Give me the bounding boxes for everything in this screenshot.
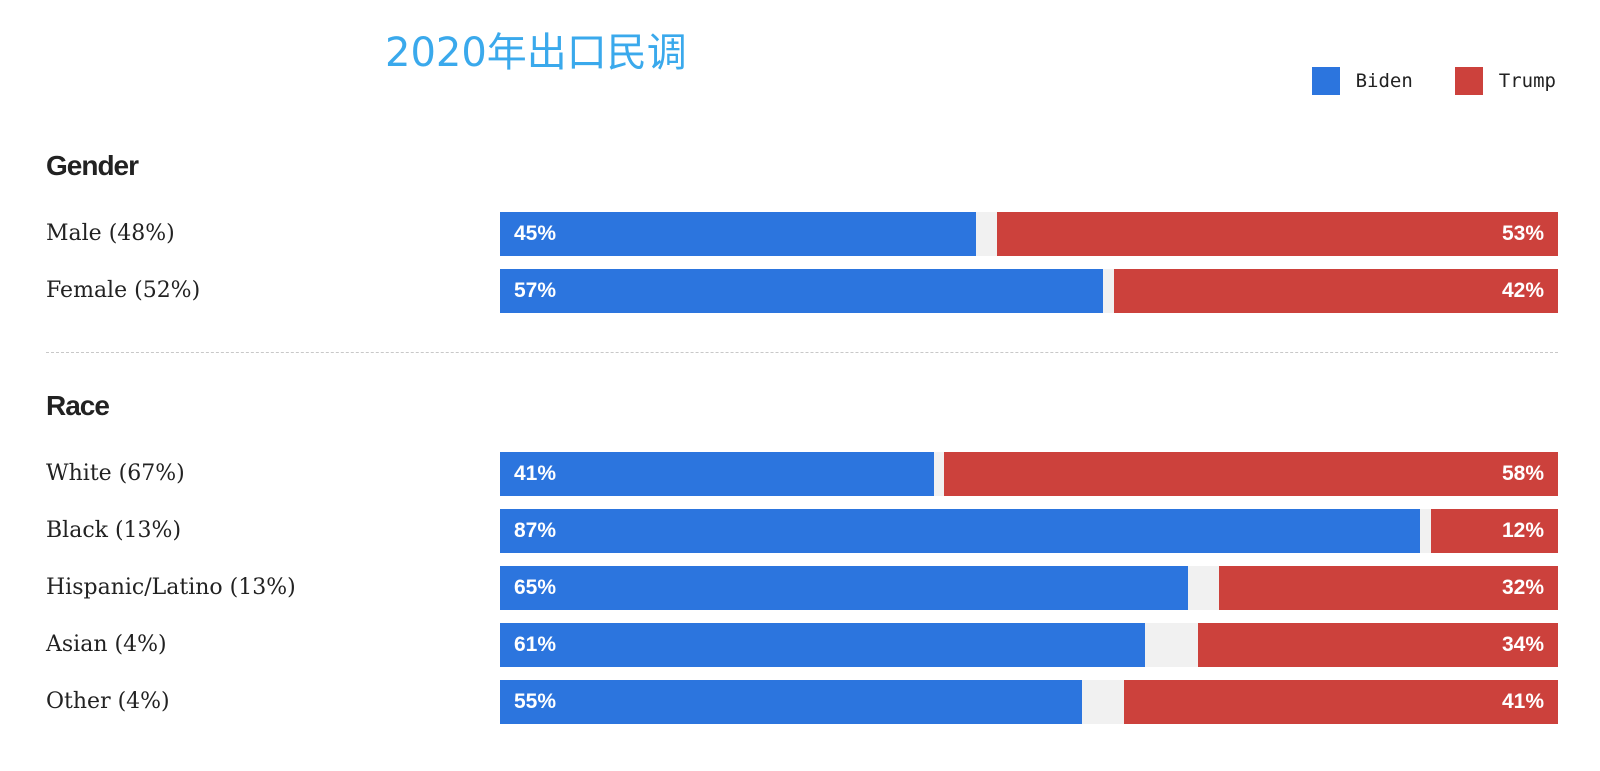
group-heading-race: Race [46,390,110,421]
data-label-trump-female: 42% [1501,279,1544,302]
bar-trump-female: 42% [1113,269,1558,313]
bar-track-female: 57% 42% [500,269,1558,313]
legend-swatch-trump [1454,67,1483,95]
row-label-white: White (67%) [46,461,185,486]
legend-swatch-biden [1311,67,1340,95]
bar-track-hispanic-latino: 65% 32% [500,566,1558,610]
bar-trump-asian: 34% [1198,623,1558,667]
row-label-female: Female (52%) [46,278,201,303]
bar-trump-other: 41% [1124,680,1558,724]
legend-item-biden: Biden [1311,67,1413,95]
row-label-hispanic-latino: Hispanic/Latino (13%) [46,575,296,600]
data-label-biden-white: 41% [514,462,557,485]
bar-biden-male: 45% [500,212,977,256]
row-label-male: Male (48%) [46,221,175,246]
data-label-biden-other: 55% [514,690,557,713]
legend-item-trump: Trump [1454,67,1556,95]
bar-track-asian: 61% 34% [500,623,1558,667]
bar-track-black: 87% 12% [500,509,1558,553]
legend-label-trump: Trump [1498,70,1556,92]
bar-trump-male: 53% [997,212,1558,256]
bar-trump-hispanic-latino: 32% [1219,566,1558,610]
bar-track-other: 55% 41% [500,680,1558,724]
bar-biden-black: 87% [500,509,1421,553]
row-label-asian: Asian (4%) [46,632,167,657]
group-heading-gender: Gender [46,150,139,181]
data-label-trump-asian: 34% [1501,633,1544,656]
data-label-trump-black: 12% [1501,519,1544,542]
bar-biden-female: 57% [500,269,1104,313]
bar-biden-white: 41% [500,452,934,496]
bar-biden-asian: 61% [500,623,1146,667]
bar-track-male: 45% 53% [500,212,1558,256]
legend-label-biden: Biden [1355,70,1413,92]
bar-trump-black: 12% [1431,509,1558,553]
bar-track-white: 41% 58% [500,452,1558,496]
bar-trump-white: 58% [944,452,1558,496]
data-label-biden-female: 57% [514,279,557,302]
data-label-biden-black: 87% [514,519,557,542]
data-label-trump-male: 53% [1501,222,1544,245]
data-label-biden-hispanic-latino: 65% [514,576,557,599]
data-label-trump-hispanic-latino: 32% [1501,576,1544,599]
bar-biden-other: 55% [500,680,1082,724]
data-label-trump-white: 58% [1501,462,1544,485]
data-label-trump-other: 41% [1501,690,1544,713]
group-divider [46,352,1558,353]
legend: Biden Trump [1270,66,1556,96]
data-label-biden-asian: 61% [514,633,557,656]
bar-biden-hispanic-latino: 65% [500,566,1188,610]
data-label-biden-male: 45% [514,222,557,245]
chart-title: 2020年出口民调 [385,30,687,76]
row-label-other: Other (4%) [46,689,170,714]
row-label-black: Black (13%) [46,518,182,543]
